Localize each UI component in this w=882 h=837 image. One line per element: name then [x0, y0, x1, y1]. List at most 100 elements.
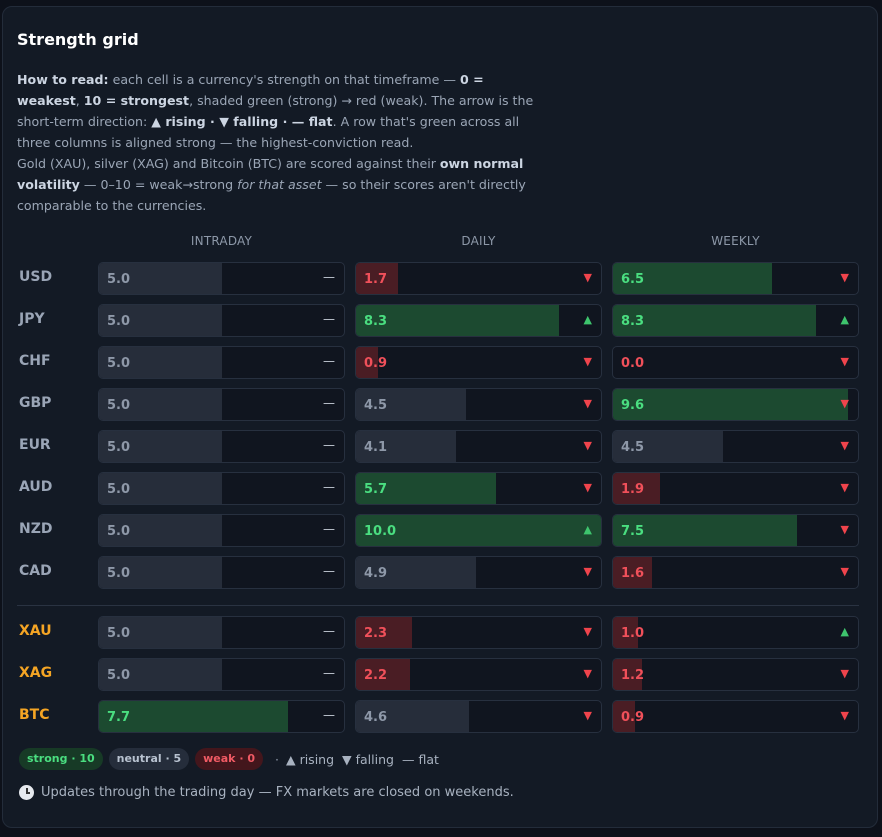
strength-cell-chf-daily[interactable]: 0.9 ▼ [355, 346, 602, 379]
strength-cell-aud-daily[interactable]: 5.7 ▼ [355, 472, 602, 505]
strength-cell-jpy-daily[interactable]: 8.3 ▲ [355, 304, 602, 337]
flat-dash-icon: — [323, 708, 335, 722]
strength-bar [99, 557, 222, 588]
intro-segment: 10 = strongest [83, 93, 190, 108]
strength-bar [99, 263, 222, 294]
strength-cell-btc-intraday[interactable]: 7.7 — [98, 700, 345, 733]
strength-cell-eur-weekly[interactable]: 4.5 ▼ [612, 430, 859, 463]
strength-cell-xau-weekly[interactable]: 1.0 ▲ [612, 616, 859, 649]
strength-cell-cad-intraday[interactable]: 5.0 — [98, 556, 345, 589]
strength-cell-xag-weekly[interactable]: 1.2 ▼ [612, 658, 859, 691]
row-label-cad: CAD [19, 563, 52, 579]
strength-bar [99, 701, 288, 732]
intro-segment: , [75, 93, 84, 108]
strength-value: 2.2 [364, 668, 388, 683]
strength-bar [99, 305, 222, 336]
strength-cell-aud-intraday[interactable]: 5.0 — [98, 472, 345, 505]
strength-bar [99, 389, 222, 420]
strength-bar [99, 515, 222, 546]
strength-value: 5.0 [107, 314, 131, 329]
strength-cell-eur-intraday[interactable]: 5.0 — [98, 430, 345, 463]
flat-dash-icon: — [323, 396, 335, 410]
strength-value: 1.0 [621, 626, 645, 641]
footer-text: Updates through the trading day — FX mar… [41, 785, 514, 800]
strength-cell-cad-weekly[interactable]: 1.6 ▼ [612, 556, 859, 589]
legend-weak-pill: weak · 0 [195, 748, 263, 770]
arrow-down-icon: ▼ [583, 625, 592, 638]
strength-bar [356, 701, 469, 732]
strength-bar [613, 659, 642, 690]
footer-note: Updates through the trading day — FX mar… [19, 785, 514, 800]
arrow-down-icon: ▼ [840, 523, 849, 536]
strength-value: 5.0 [107, 668, 131, 683]
strength-cell-gbp-weekly[interactable]: 9.6 ▼ [612, 388, 859, 421]
strength-cell-aud-weekly[interactable]: 1.9 ▼ [612, 472, 859, 505]
strength-cell-nzd-weekly[interactable]: 7.5 ▼ [612, 514, 859, 547]
strength-value: 2.3 [364, 626, 388, 641]
arrow-down-icon: ▼ [840, 439, 849, 452]
strength-cell-jpy-intraday[interactable]: 5.0 — [98, 304, 345, 337]
arrow-down-icon: ▼ [840, 355, 849, 368]
strength-cell-gbp-intraday[interactable]: 5.0 — [98, 388, 345, 421]
strength-cell-xag-daily[interactable]: 2.2 ▼ [355, 658, 602, 691]
strength-cell-chf-intraday[interactable]: 5.0 — [98, 346, 345, 379]
strength-value: 7.7 [107, 710, 131, 725]
strength-cell-xau-intraday[interactable]: 5.0 — [98, 616, 345, 649]
intro-segment: for that asset [237, 177, 322, 192]
strength-value: 5.7 [364, 482, 388, 497]
strength-bar [356, 557, 476, 588]
strength-bar [99, 431, 222, 462]
arrow-down-icon: ▼ [840, 271, 849, 284]
strength-cell-xag-intraday[interactable]: 5.0 — [98, 658, 345, 691]
row-label-chf: CHF [19, 353, 51, 369]
strength-bar [356, 431, 456, 462]
strength-value: 5.0 [107, 566, 131, 581]
strength-cell-usd-weekly[interactable]: 6.5 ▼ [612, 262, 859, 295]
strength-cell-btc-daily[interactable]: 4.6 ▼ [355, 700, 602, 733]
strength-cell-btc-weekly[interactable]: 0.9 ▼ [612, 700, 859, 733]
strength-bar [356, 515, 601, 546]
strength-bar [613, 305, 816, 336]
intro-segment: — 0–10 = weak→strong [79, 177, 238, 192]
legend-falling: ▼ falling [342, 751, 394, 767]
flat-dash-icon: — [323, 666, 335, 680]
legend: strong · 10 neutral · 5 weak · 0 · ▲ ris… [19, 748, 447, 770]
strength-bar [99, 617, 222, 648]
intro-segment: 0 = weakest [17, 72, 484, 108]
strength-cell-usd-intraday[interactable]: 5.0 — [98, 262, 345, 295]
strength-cell-cad-daily[interactable]: 4.9 ▼ [355, 556, 602, 589]
strength-cell-nzd-intraday[interactable]: 5.0 — [98, 514, 345, 547]
strength-cell-chf-weekly[interactable]: 0.0 ▼ [612, 346, 859, 379]
strength-cell-xau-daily[interactable]: 2.3 ▼ [355, 616, 602, 649]
column-header-weekly: WEEKLY [711, 234, 760, 248]
arrow-down-icon: ▼ [583, 481, 592, 494]
strength-cell-gbp-daily[interactable]: 4.5 ▼ [355, 388, 602, 421]
strength-cell-nzd-daily[interactable]: 10.0 ▲ [355, 514, 602, 547]
strength-value: 8.3 [364, 314, 388, 329]
flat-dash-icon: — [323, 354, 335, 368]
strength-value: 5.0 [107, 398, 131, 413]
arrow-down-icon: ▼ [840, 709, 849, 722]
column-header-daily: DAILY [461, 234, 496, 248]
strength-value: 4.6 [364, 710, 388, 725]
strength-value: 5.0 [107, 440, 131, 455]
strength-cell-jpy-weekly[interactable]: 8.3 ▲ [612, 304, 859, 337]
flat-dash-icon: — [323, 522, 335, 536]
strength-bar [356, 659, 410, 690]
group-divider [17, 605, 859, 606]
strength-value: 6.5 [621, 272, 645, 287]
strength-cell-eur-daily[interactable]: 4.1 ▼ [355, 430, 602, 463]
strength-value: 9.6 [621, 398, 645, 413]
strength-bar [356, 305, 559, 336]
flat-dash-icon: — [323, 312, 335, 326]
strength-value: 0.9 [621, 710, 645, 725]
strength-value: 7.5 [621, 524, 645, 539]
flat-dash-icon: — [323, 270, 335, 284]
legend-separator: · [275, 751, 279, 767]
strength-cell-usd-daily[interactable]: 1.7 ▼ [355, 262, 602, 295]
intro-paragraph-2: Gold (XAU), silver (XAG) and Bitcoin (BT… [17, 153, 537, 216]
legend-rising: ▲ rising [285, 751, 335, 767]
strength-value: 5.0 [107, 626, 131, 641]
arrow-up-icon: ▲ [840, 625, 849, 638]
arrow-down-icon: ▼ [583, 667, 592, 680]
